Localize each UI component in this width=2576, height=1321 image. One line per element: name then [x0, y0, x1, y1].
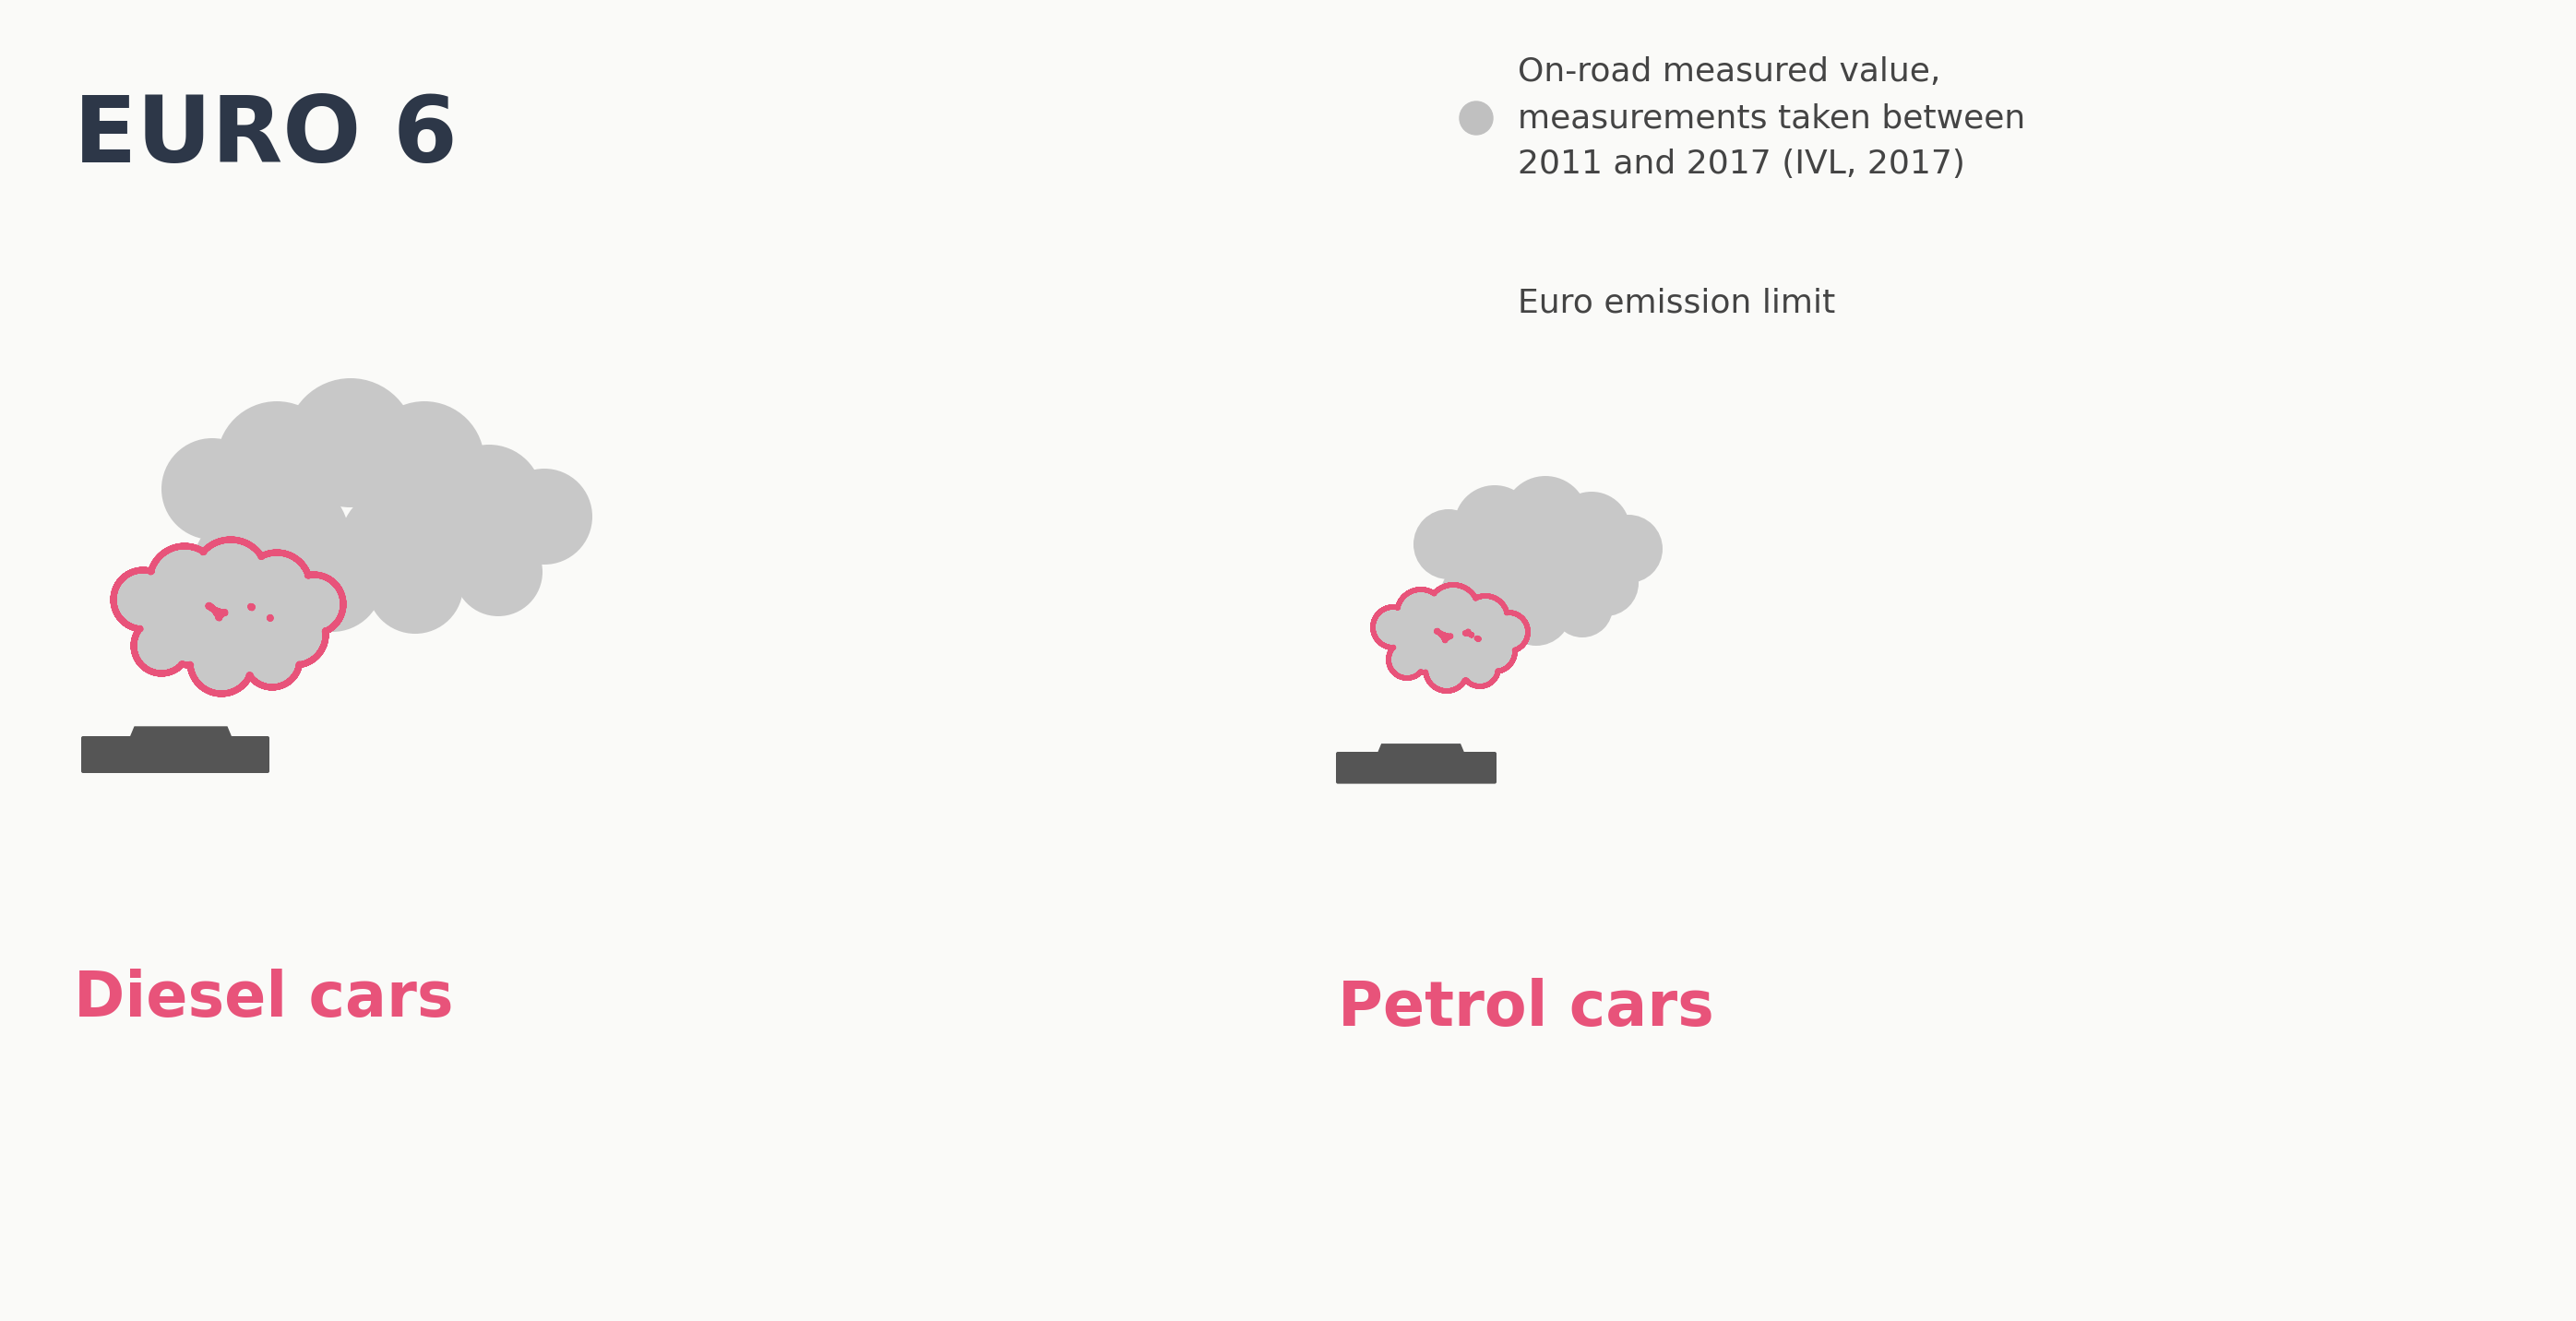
Circle shape: [265, 604, 325, 664]
Circle shape: [149, 546, 219, 616]
Text: On-road measured value,
measurements taken between
2011 and 2017 (IVL, 2017): On-road measured value, measurements tak…: [1517, 55, 2025, 180]
Circle shape: [1520, 550, 1600, 629]
Circle shape: [1461, 102, 1494, 135]
Circle shape: [420, 489, 520, 590]
Circle shape: [286, 378, 415, 507]
Circle shape: [216, 402, 337, 522]
Circle shape: [209, 606, 281, 676]
Circle shape: [157, 598, 222, 664]
Text: EURO 6: EURO 6: [75, 92, 459, 182]
Circle shape: [1437, 633, 1486, 680]
Circle shape: [1461, 650, 1499, 687]
Polygon shape: [1365, 744, 1476, 782]
Text: Petrol cars: Petrol cars: [1337, 978, 1713, 1038]
Circle shape: [1502, 476, 1587, 561]
Circle shape: [242, 482, 348, 589]
Circle shape: [211, 738, 242, 771]
Circle shape: [1502, 576, 1571, 646]
Circle shape: [1595, 515, 1662, 583]
Circle shape: [1388, 641, 1425, 678]
Circle shape: [1551, 576, 1613, 638]
Circle shape: [108, 738, 139, 771]
Circle shape: [1396, 589, 1445, 638]
Circle shape: [1453, 485, 1535, 567]
Circle shape: [1414, 509, 1484, 580]
Circle shape: [1553, 491, 1631, 569]
Text: Euro emission limit: Euro emission limit: [1517, 287, 1834, 318]
Circle shape: [1425, 649, 1468, 691]
Circle shape: [162, 439, 263, 540]
Circle shape: [1489, 613, 1528, 651]
Text: Diesel cars: Diesel cars: [75, 968, 453, 1029]
Circle shape: [1440, 564, 1502, 626]
Circle shape: [283, 575, 343, 634]
Circle shape: [1466, 540, 1540, 613]
Polygon shape: [116, 727, 245, 771]
Circle shape: [134, 618, 188, 674]
Circle shape: [1404, 629, 1448, 672]
Circle shape: [193, 517, 286, 609]
Circle shape: [340, 487, 453, 601]
Circle shape: [1427, 585, 1479, 637]
Circle shape: [1571, 550, 1638, 616]
Circle shape: [497, 469, 592, 564]
Circle shape: [193, 540, 268, 613]
Circle shape: [368, 538, 464, 634]
Circle shape: [1373, 606, 1414, 647]
Circle shape: [453, 527, 544, 616]
Circle shape: [281, 531, 384, 631]
Circle shape: [1358, 754, 1386, 782]
Circle shape: [1445, 754, 1473, 782]
Circle shape: [113, 571, 173, 629]
Circle shape: [363, 402, 484, 522]
Circle shape: [1473, 631, 1515, 671]
Circle shape: [245, 552, 309, 620]
Circle shape: [245, 631, 299, 687]
Circle shape: [1463, 596, 1507, 641]
FancyBboxPatch shape: [82, 736, 270, 773]
FancyBboxPatch shape: [1337, 752, 1497, 783]
Circle shape: [435, 445, 544, 552]
Circle shape: [191, 631, 252, 694]
